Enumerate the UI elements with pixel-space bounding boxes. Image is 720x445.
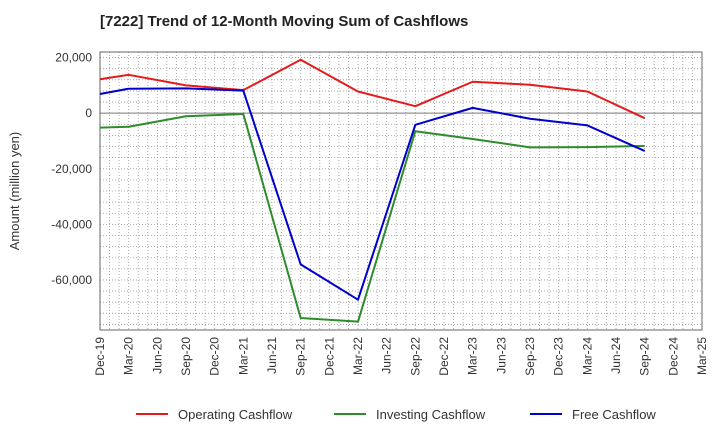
x-tick-label: Sep-21: [294, 337, 308, 376]
legend-item: Investing Cashflow: [334, 407, 486, 422]
legend-label: Investing Cashflow: [376, 407, 486, 422]
series-line: [99, 58, 646, 120]
legend-item: Operating Cashflow: [136, 407, 293, 422]
x-tick-label: Dec-23: [552, 337, 566, 376]
x-tick-label: Sep-23: [523, 337, 537, 376]
x-tick-label: Mar-24: [580, 337, 594, 375]
x-tick-label: Dec-21: [322, 337, 336, 376]
x-tick-label: Sep-24: [638, 337, 652, 376]
x-tick-label: Dec-24: [666, 337, 680, 376]
x-tick-label: Mar-21: [236, 337, 250, 375]
chart-title: [7222] Trend of 12-Month Moving Sum of C…: [100, 13, 469, 30]
series-line: [99, 87, 646, 301]
x-tick-label: Mar-25: [695, 337, 709, 375]
series-line: [99, 112, 645, 323]
y-tick-label: 0: [85, 106, 92, 120]
x-tick-label: Sep-20: [179, 337, 193, 376]
y-axis-label: Amount (million yen): [7, 132, 22, 251]
y-tick-label: -60,000: [51, 273, 92, 287]
x-tick-label: Mar-22: [351, 337, 365, 375]
x-tick-label: Jun-23: [494, 337, 508, 374]
legend-label: Operating Cashflow: [178, 407, 293, 422]
x-tick-label: Jun-21: [265, 337, 279, 374]
x-tick-label: Mar-23: [466, 337, 480, 375]
y-tick-label: -40,000: [51, 217, 92, 231]
x-tick-label: Dec-20: [208, 337, 222, 376]
x-tick-label: Mar-20: [122, 337, 136, 375]
y-tick-label: -20,000: [51, 162, 92, 176]
legend-item: Free Cashflow: [530, 407, 656, 422]
x-tick-label: Dec-22: [437, 337, 451, 376]
plot-border: [99, 51, 703, 331]
x-tick-label: Jun-22: [380, 337, 394, 374]
x-tick-label: Jun-24: [609, 337, 623, 374]
legend-label: Free Cashflow: [572, 407, 656, 422]
x-tick-label: Sep-22: [408, 337, 422, 376]
x-tick-label: Jun-20: [150, 337, 164, 374]
x-tick-label: Dec-19: [93, 337, 107, 376]
y-tick-label: 20,000: [55, 51, 92, 65]
